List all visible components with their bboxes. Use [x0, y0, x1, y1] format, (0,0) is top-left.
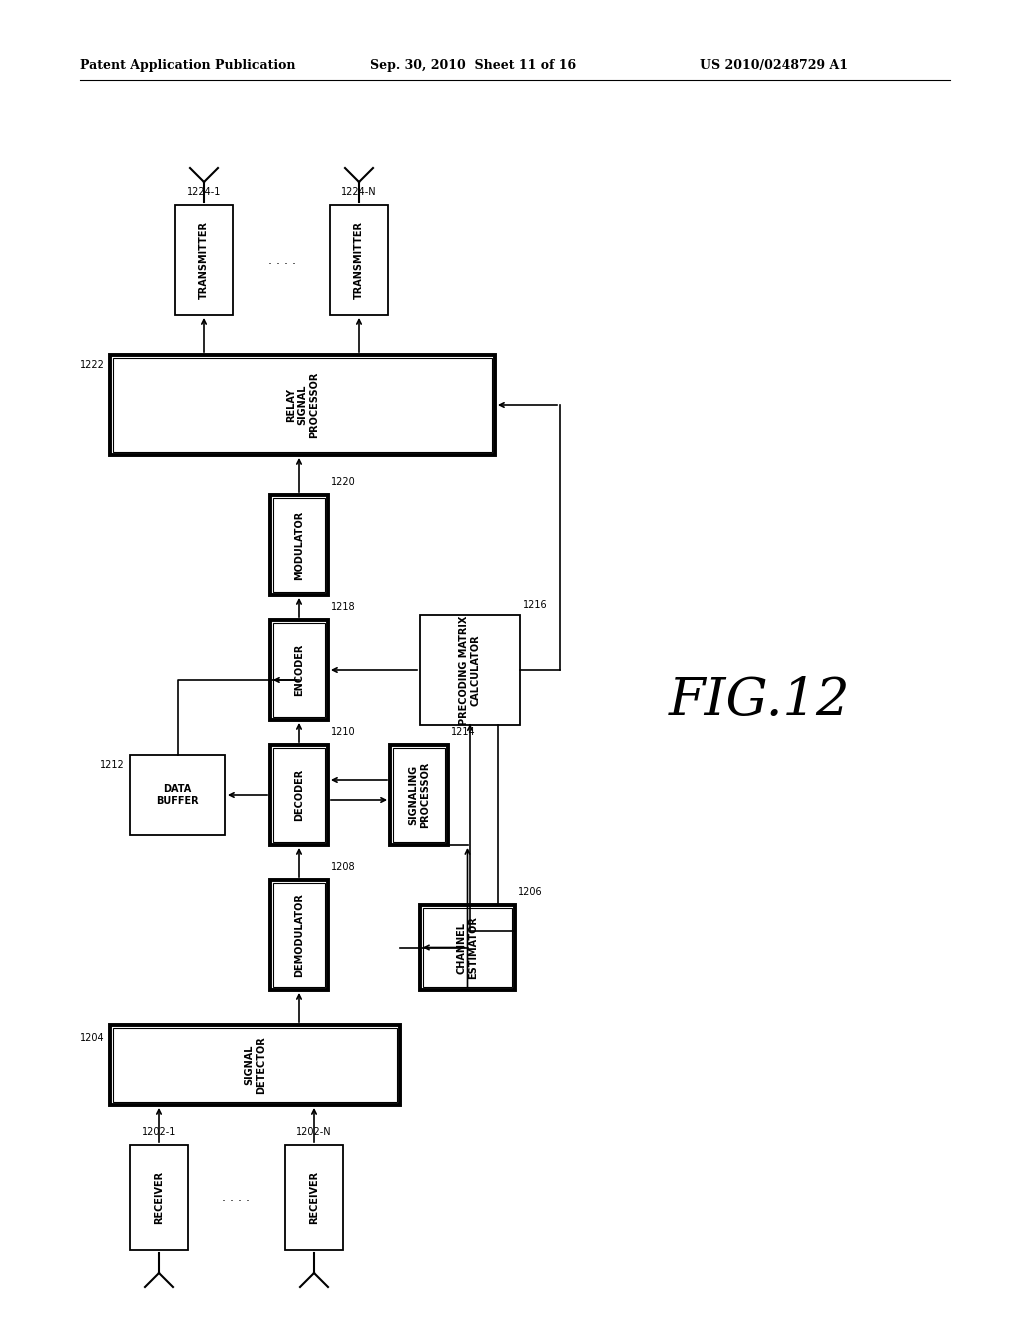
Bar: [270, 620, 328, 719]
Bar: [420, 906, 515, 990]
Text: 1202-1: 1202-1: [141, 1127, 176, 1137]
Bar: [390, 744, 449, 845]
Text: 1214: 1214: [451, 727, 475, 737]
Text: 1224-1: 1224-1: [186, 187, 221, 197]
Bar: [393, 748, 445, 842]
Bar: [273, 498, 325, 591]
Text: SIGNAL
DETECTOR: SIGNAL DETECTOR: [244, 1036, 266, 1094]
Text: 1210: 1210: [331, 727, 355, 737]
Text: . . . .: . . . .: [267, 253, 296, 267]
Bar: [330, 205, 388, 315]
Text: 1202-N: 1202-N: [296, 1127, 332, 1137]
Bar: [110, 1026, 400, 1105]
Text: 1208: 1208: [331, 862, 355, 873]
Text: 1212: 1212: [100, 760, 125, 770]
Bar: [273, 748, 325, 842]
Text: RELAY
SIGNAL
PROCESSOR: RELAY SIGNAL PROCESSOR: [286, 372, 319, 438]
Text: DECODER: DECODER: [294, 768, 304, 821]
Bar: [273, 883, 325, 987]
Text: 1216: 1216: [523, 601, 548, 610]
Bar: [285, 1144, 343, 1250]
Bar: [113, 358, 492, 451]
Bar: [270, 880, 328, 990]
Bar: [273, 623, 325, 717]
Text: 1218: 1218: [331, 602, 355, 612]
Bar: [130, 755, 225, 836]
Text: 1224-N: 1224-N: [341, 187, 377, 197]
Text: SIGNALING
PROCESSOR: SIGNALING PROCESSOR: [409, 762, 430, 828]
Text: PRECODING MATRIX
CALCULATOR: PRECODING MATRIX CALCULATOR: [459, 615, 481, 725]
Text: Sep. 30, 2010  Sheet 11 of 16: Sep. 30, 2010 Sheet 11 of 16: [370, 58, 577, 71]
Text: FIG.12: FIG.12: [670, 675, 851, 726]
Text: CHANNEL
ESTIMATOR: CHANNEL ESTIMATOR: [457, 916, 478, 979]
Text: US 2010/0248729 A1: US 2010/0248729 A1: [700, 58, 848, 71]
Bar: [113, 1028, 397, 1102]
Text: 1204: 1204: [80, 1034, 105, 1043]
Text: . . . .: . . . .: [222, 1191, 251, 1204]
Text: TRANSMITTER: TRANSMITTER: [354, 220, 364, 300]
Bar: [270, 495, 328, 595]
Bar: [423, 908, 512, 987]
Bar: [175, 205, 233, 315]
Bar: [420, 615, 520, 725]
Text: TRANSMITTER: TRANSMITTER: [199, 220, 209, 300]
Bar: [270, 744, 328, 845]
Text: Patent Application Publication: Patent Application Publication: [80, 58, 296, 71]
Text: RECEIVER: RECEIVER: [309, 1171, 319, 1224]
Bar: [130, 1144, 188, 1250]
Text: 1222: 1222: [80, 360, 105, 370]
Text: 1220: 1220: [331, 477, 355, 487]
Text: RECEIVER: RECEIVER: [154, 1171, 164, 1224]
Text: DEMODULATOR: DEMODULATOR: [294, 894, 304, 977]
Bar: [110, 355, 495, 455]
Text: 1206: 1206: [518, 887, 543, 898]
Text: DATA
BUFFER: DATA BUFFER: [157, 784, 199, 805]
Text: MODULATOR: MODULATOR: [294, 511, 304, 579]
Text: ENCODER: ENCODER: [294, 644, 304, 696]
